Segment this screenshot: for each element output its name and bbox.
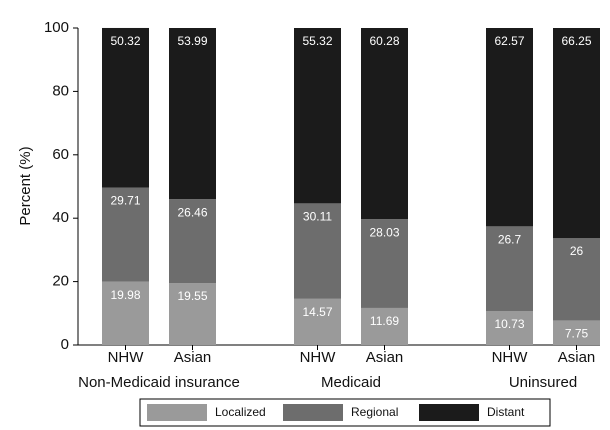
value-label: 28.03 xyxy=(369,225,399,239)
x-tick-label: NHW xyxy=(492,349,529,366)
y-tick-label: 60 xyxy=(52,146,69,163)
x-tick-label: Asian xyxy=(558,349,596,366)
bar-segment xyxy=(361,219,408,308)
bar-segment xyxy=(294,298,341,345)
value-label: 26.7 xyxy=(498,233,522,247)
y-tick-label: 80 xyxy=(52,82,69,99)
legend-swatch xyxy=(419,404,479,421)
bar-segment xyxy=(102,187,149,282)
y-tick-label: 40 xyxy=(52,209,69,226)
bar-segment xyxy=(553,28,600,239)
value-label: 55.32 xyxy=(302,34,332,48)
value-label: 26.46 xyxy=(177,205,207,219)
legend-swatch xyxy=(147,404,207,421)
value-label: 30.11 xyxy=(303,210,332,224)
bar-segment xyxy=(169,199,216,284)
bar-segment xyxy=(361,307,408,345)
y-tick-label: 20 xyxy=(52,273,69,290)
bar-segment xyxy=(361,28,408,220)
bar-segment xyxy=(486,28,533,227)
bar-segment xyxy=(169,283,216,345)
value-label: 29.71 xyxy=(110,194,140,208)
y-axis-label: Percent (%) xyxy=(17,146,34,225)
value-label: 62.57 xyxy=(494,34,524,48)
legend-label: Distant xyxy=(487,405,525,419)
x-tick-label: NHW xyxy=(108,349,145,366)
group-label: Uninsured xyxy=(509,374,577,391)
legend-box xyxy=(139,398,551,427)
value-label: 50.32 xyxy=(110,34,140,48)
group-label: Medicaid xyxy=(321,374,381,391)
value-label: 11.69 xyxy=(370,314,399,328)
value-label: 66.25 xyxy=(561,34,591,48)
x-tick-label: Asian xyxy=(174,349,212,366)
x-tick-label: Asian xyxy=(366,349,404,366)
bar-segment xyxy=(294,203,341,299)
bar-segment xyxy=(102,281,149,345)
value-label: 10.73 xyxy=(494,317,524,331)
legend-label: Regional xyxy=(351,405,398,419)
bar-segment xyxy=(169,28,216,200)
bar-segment xyxy=(294,28,341,204)
bar-segment xyxy=(553,238,600,321)
value-label: 7.75 xyxy=(565,327,589,341)
value-label: 60.28 xyxy=(369,34,399,48)
x-tick-label: NHW xyxy=(300,349,337,366)
legend-label: Localized xyxy=(215,405,266,419)
y-tick-label: 0 xyxy=(61,336,69,353)
value-label: 19.98 xyxy=(110,288,140,302)
value-label: 53.99 xyxy=(177,34,207,48)
bar-segment xyxy=(102,27,149,188)
legend-swatch xyxy=(283,404,343,421)
value-label: 14.57 xyxy=(302,305,332,319)
y-tick-label: 100 xyxy=(44,19,69,36)
bar-segment xyxy=(553,320,600,345)
group-label: Non-Medicaid insurance xyxy=(78,374,240,391)
bar-segment xyxy=(486,310,533,345)
value-label: 19.55 xyxy=(177,289,207,303)
value-label: 26 xyxy=(570,244,584,258)
bar-segment xyxy=(486,226,533,311)
